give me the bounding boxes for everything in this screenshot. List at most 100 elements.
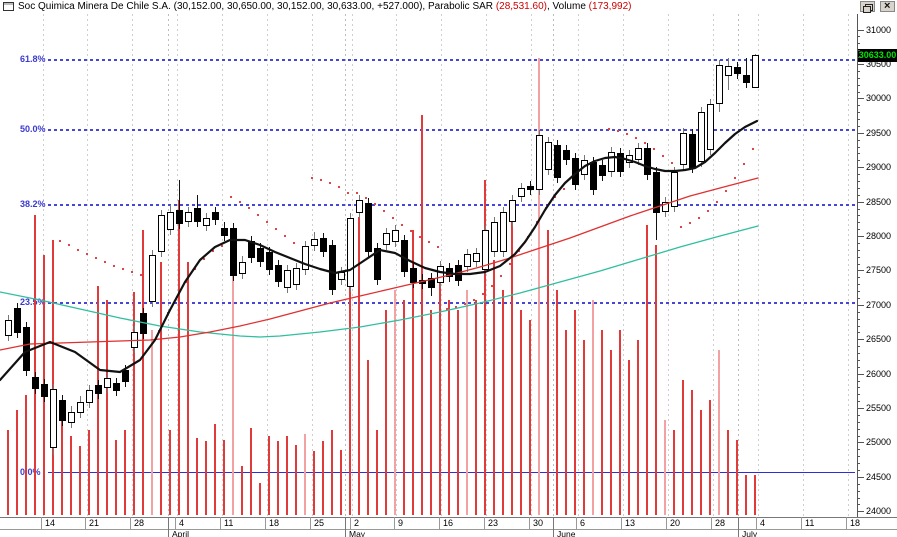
price-axis-minor-tick	[857, 249, 860, 251]
volume-bar	[169, 430, 171, 515]
close-button[interactable]	[880, 0, 895, 12]
volume-bar	[88, 430, 90, 515]
date-axis-week-label: 2	[354, 518, 360, 528]
volume-bar	[214, 424, 216, 515]
volume-bar	[331, 430, 333, 515]
parabolic-sar-dot	[329, 182, 331, 184]
date-axis-week-tick	[439, 517, 440, 529]
volume-bar	[520, 310, 522, 515]
parabolic-sar-dot	[275, 228, 277, 230]
price-axis-minor-tick	[857, 414, 860, 416]
price-axis-minor-tick	[857, 77, 860, 79]
volume-bar	[619, 330, 621, 515]
price-axis-minor-tick	[857, 174, 860, 176]
date-axis-month-label: May	[349, 529, 366, 537]
candle	[671, 172, 678, 208]
date-axis-week-tick	[265, 517, 266, 529]
volume-bar	[151, 330, 153, 515]
candle	[212, 211, 219, 220]
volume-bar	[655, 245, 657, 515]
volume-bar	[736, 440, 738, 515]
volume-bar	[457, 310, 459, 515]
candle	[122, 369, 129, 382]
date-axis-week-tick	[350, 517, 351, 529]
candle	[410, 268, 417, 283]
volume-bar	[358, 217, 360, 515]
parabolic-sar-dot	[536, 221, 538, 223]
price-axis-minor-tick	[857, 325, 860, 327]
fib-label: 50.0%	[20, 124, 46, 134]
month-gridline	[738, 14, 739, 517]
price-axis-minor-tick	[857, 380, 860, 382]
candle	[23, 326, 30, 371]
date-axis-month-divider	[738, 517, 739, 537]
price-axis-minor-tick	[857, 421, 860, 423]
price-axis-minor-tick	[857, 57, 860, 59]
volume-bar	[691, 390, 693, 515]
volume-bar	[682, 380, 684, 515]
candle	[221, 228, 228, 237]
candle	[50, 389, 57, 449]
date-axis-week-label: 18	[850, 518, 861, 528]
volume-bar	[448, 300, 450, 515]
candle	[698, 111, 705, 163]
price-axis-minor-tick	[857, 215, 860, 217]
date-axis-week-tick	[756, 517, 757, 529]
parabolic-sar-dot	[257, 214, 259, 216]
date-axis-week-label: 11	[805, 518, 815, 528]
parabolic-sar-dot	[680, 226, 682, 228]
candle	[266, 251, 273, 271]
volume-bar	[232, 247, 234, 515]
price-chart-pane[interactable]: 61.8% 50.0% 38.2% 23.5% 0.0%	[0, 14, 857, 517]
candle	[149, 254, 156, 303]
date-axis-week-label: 11	[224, 518, 234, 528]
price-axis-minor-tick	[857, 394, 860, 396]
parabolic-sar-dot	[212, 250, 214, 252]
candle	[167, 211, 174, 230]
candle	[5, 320, 12, 336]
date-axis-week-tick	[484, 517, 485, 529]
month-gridline	[553, 14, 554, 517]
candle	[725, 66, 732, 77]
date-axis-week-label: 28	[134, 518, 145, 528]
date-axis-divider	[0, 529, 897, 530]
parabolic-sar-dot	[563, 188, 565, 190]
price-axis-tick	[857, 202, 864, 203]
parabolic-sar-dot	[158, 330, 160, 332]
price-axis-label: 24000	[866, 506, 892, 516]
window-titlebar[interactable]: Soc Quimica Minera De Chile S.A. (30,152…	[0, 0, 897, 15]
candle	[527, 186, 534, 190]
volume-bar	[205, 441, 207, 515]
volume-bar	[511, 200, 513, 515]
price-axis-tick	[857, 236, 864, 237]
candle	[716, 65, 723, 104]
candle	[32, 377, 39, 390]
weekly-gridline	[531, 14, 532, 517]
volume-bar	[493, 260, 495, 515]
restore-button[interactable]	[859, 1, 875, 13]
volume-bar	[394, 290, 396, 515]
candle	[680, 133, 687, 166]
volume-bar	[34, 215, 36, 515]
parabolic-sar-dot	[365, 197, 367, 199]
volume-bar	[52, 240, 54, 515]
date-axis-week-label: 28	[715, 518, 726, 528]
price-axis-minor-tick	[857, 284, 860, 286]
volume-bar	[556, 290, 558, 515]
date-axis-week-tick	[846, 517, 847, 529]
parabolic-sar-dot	[68, 244, 70, 246]
date-axis-month-divider	[345, 517, 346, 537]
parabolic-sar-dot	[608, 128, 610, 130]
parabolic-sar-dot	[716, 201, 718, 203]
parabolic-sar-dot	[518, 250, 520, 252]
price-axis-tick	[857, 133, 864, 134]
volume-bar	[115, 440, 117, 515]
volume-bar	[565, 330, 567, 515]
price-axis-tick	[857, 64, 864, 65]
parabolic-sar-dot	[689, 222, 691, 224]
volume-bar	[241, 466, 243, 515]
window-title: Soc Quimica Minera De Chile S.A. (30,152…	[18, 1, 631, 13]
parabolic-sar-dot	[617, 130, 619, 132]
candle	[203, 218, 210, 227]
date-axis-week-tick	[621, 517, 622, 529]
